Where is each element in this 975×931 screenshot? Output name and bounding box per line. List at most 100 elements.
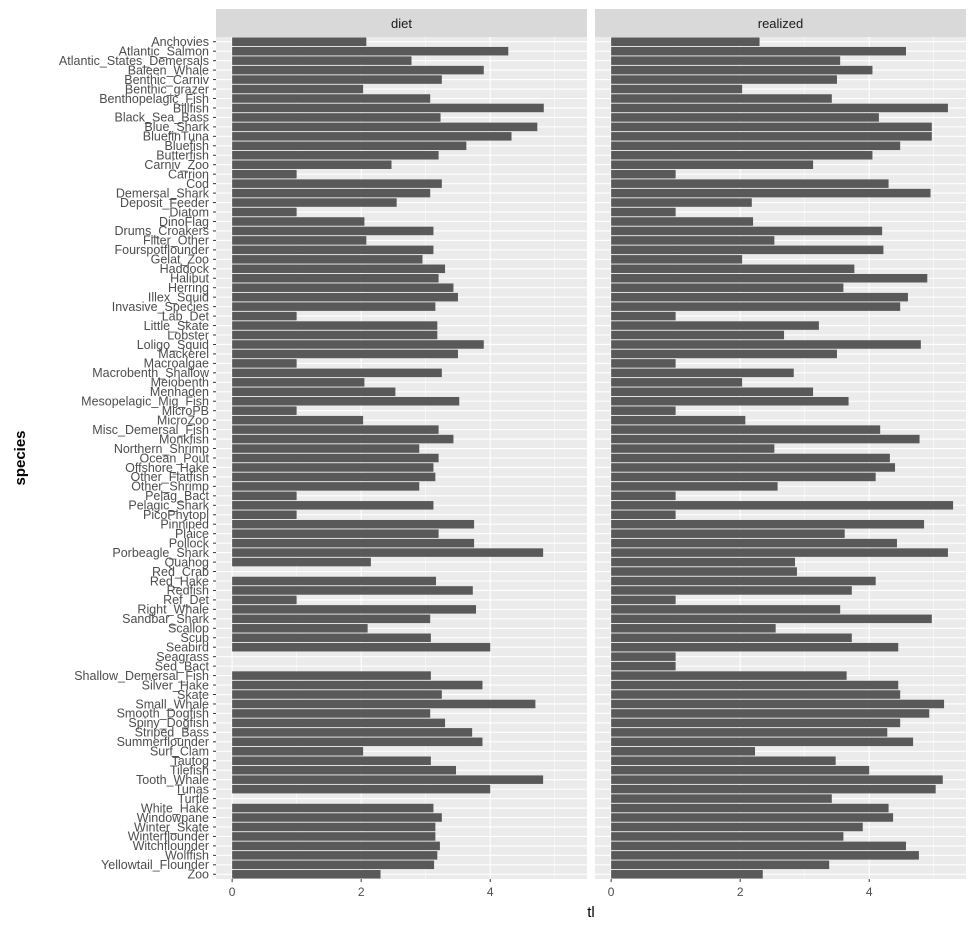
bar-diet-Blue_Shark xyxy=(232,122,538,132)
y-tick-label: Blue_Shark xyxy=(144,120,209,134)
y-tick-label: Windowpane xyxy=(137,811,209,825)
bar-diet-Gelat_Zoo xyxy=(232,255,423,264)
bar-diet-BluefinTuna xyxy=(232,132,512,141)
bar-realized-Winter_Skate xyxy=(611,822,863,832)
y-tick-label: Right_Whale xyxy=(137,603,209,617)
x-tick-label: 4 xyxy=(487,885,494,899)
y-tick-label: Winter_Skate xyxy=(134,820,209,834)
bar-diet-Redfish xyxy=(232,586,473,595)
bar-realized-Benthopelagic_Fish xyxy=(611,94,832,103)
y-tick-label: Anchovies xyxy=(151,35,209,49)
bar-diet-Quahog xyxy=(232,557,371,567)
bar-realized-Small_Whale xyxy=(611,699,945,709)
y-tick-label: Bluefish xyxy=(165,139,210,153)
y-tick-label: DinoFlag xyxy=(159,215,209,229)
y-tick-label: Black_Sea_Bass xyxy=(114,111,209,125)
bar-realized-Black_Sea_Bass xyxy=(611,113,879,122)
bar-realized-Bluefish xyxy=(611,141,901,151)
bar-diet-Lab_Det xyxy=(232,311,297,321)
y-tick-label: Wolffish xyxy=(165,849,209,863)
bar-realized-Sed_Bact xyxy=(611,661,676,671)
bar-realized-Lab_Det xyxy=(611,311,676,321)
bar-realized-Haddock xyxy=(611,264,855,274)
bar-diet-Yellowtail_Flounder xyxy=(232,860,435,870)
bar-diet-Deposit_Feeder xyxy=(232,198,397,207)
y-tick-label: PicoPhytopl xyxy=(143,508,209,522)
bar-realized-Wolffish xyxy=(611,851,919,860)
x-tick-label: 4 xyxy=(866,885,873,899)
y-tick-label: Shallow_Demersal_Fish xyxy=(74,669,209,683)
bar-realized-Macroalgae xyxy=(611,359,676,368)
y-tick-label: Carniv_Zoo xyxy=(144,158,209,172)
bar-realized-Carrion xyxy=(611,169,676,179)
y-tick-label: Halibut xyxy=(170,272,209,286)
bar-realized-Benthic_Carniv xyxy=(611,75,837,84)
bar-diet-Tautog xyxy=(232,756,431,765)
bar-realized-Cod xyxy=(611,179,889,188)
y-tick-label: Surf_Clam xyxy=(150,745,209,759)
bar-realized-Loligo_Squid xyxy=(611,340,921,349)
bar-diet-Spiny_Dogfish xyxy=(232,718,446,728)
bar-diet-Right_Whale xyxy=(232,605,477,614)
bar-realized-Filter_Other xyxy=(611,236,775,245)
axis-layer: 0 2 4 0 2 4 ZooYellowtail_FlounderWolffishWitc… xyxy=(59,35,873,899)
bar-diet-Misc_Demersal_Fish xyxy=(232,425,439,434)
bar-diet-Benthopelagic_Fish xyxy=(232,94,431,103)
bar-diet-Cod xyxy=(232,179,442,188)
y-tick-label: Sed_Bact xyxy=(155,659,210,673)
bar-realized-Blue_Shark xyxy=(611,122,932,132)
bar-diet-Benthic_grazer xyxy=(232,84,364,94)
bar-realized-Windowpane xyxy=(611,813,894,822)
strip-bg-realized xyxy=(595,9,966,37)
y-tick-label: Demersal_Shark xyxy=(116,186,210,200)
y-tick-label: Porbeagle_Shark xyxy=(112,546,209,560)
bar-diet-Other_Shrimp xyxy=(232,482,420,491)
y-tick-label: Filter_Other xyxy=(143,234,209,248)
bar-diet-Drums_Croakers xyxy=(232,226,434,236)
y-tick-label: Scallop xyxy=(168,622,209,636)
bar-realized-Right_Whale xyxy=(611,605,841,614)
bar-realized-Atlantic_Salmon xyxy=(611,46,906,56)
y-tick-label: Monkfish xyxy=(159,432,209,446)
bar-realized-BluefinTuna xyxy=(611,132,932,141)
bar-diet-Black_Sea_Bass xyxy=(232,113,441,122)
bar-realized-Surf_Clam xyxy=(611,747,756,756)
bar-realized-Little_Skate xyxy=(611,321,819,330)
bar-diet-Atlantic_States_Demersals xyxy=(232,56,412,65)
bar-realized-MicroPB xyxy=(611,406,676,415)
bar-diet-Tooth_Whale xyxy=(232,775,544,784)
y-tick-label: Scup xyxy=(181,631,210,645)
y-tick-label: Tunas xyxy=(175,782,209,796)
bar-diet-Red_Hake xyxy=(232,576,437,586)
bar-diet-Loligo_Squid xyxy=(232,340,484,349)
bar-diet-Windowpane xyxy=(232,813,442,822)
y-tick-label: Sandbar_Shark xyxy=(122,612,210,626)
bar-diet-Plaice xyxy=(232,529,439,538)
y-tick-label: Pelag_Bact xyxy=(145,489,209,503)
bar-realized-Other_Flatfish xyxy=(611,472,876,482)
y-tick-label: Invasive_Species xyxy=(112,300,209,314)
bar-diet-Menhaden xyxy=(232,387,396,397)
bar-realized-Halibut xyxy=(611,273,928,283)
bar-realized-Spiny_Dogfish xyxy=(611,718,901,728)
bar-diet-Summerflounder xyxy=(232,737,483,747)
bar-realized-Tooth_Whale xyxy=(611,775,943,784)
y-tick-label: Winterflounder xyxy=(128,830,209,844)
y-tick-label: Seagrass xyxy=(156,650,209,664)
y-tick-label: Spiny_Dogfish xyxy=(128,716,209,730)
bar-diet-Shallow_Demersal_Fish xyxy=(232,671,431,680)
y-tick-label: Redfish xyxy=(167,584,209,598)
y-tick-label: Smooth_Dogfish xyxy=(117,707,209,721)
bar-realized-Fourspotflounder xyxy=(611,245,884,255)
bar-diet-Winter_Skate xyxy=(232,822,436,832)
bar-diet-Macroalgae xyxy=(232,359,297,368)
bar-realized-Meiobenth xyxy=(611,378,743,387)
y-tick-label: Billfish xyxy=(173,101,209,115)
bar-realized-Summerflounder xyxy=(611,737,914,747)
bar-realized-Smooth_Dogfish xyxy=(611,709,930,718)
bar-realized-Menhaden xyxy=(611,387,814,397)
bar-realized-Gelat_Zoo xyxy=(611,255,743,264)
y-tick-label: MicroZoo xyxy=(157,413,209,427)
y-tick-label: Misc_Demersal_Fish xyxy=(92,423,209,437)
